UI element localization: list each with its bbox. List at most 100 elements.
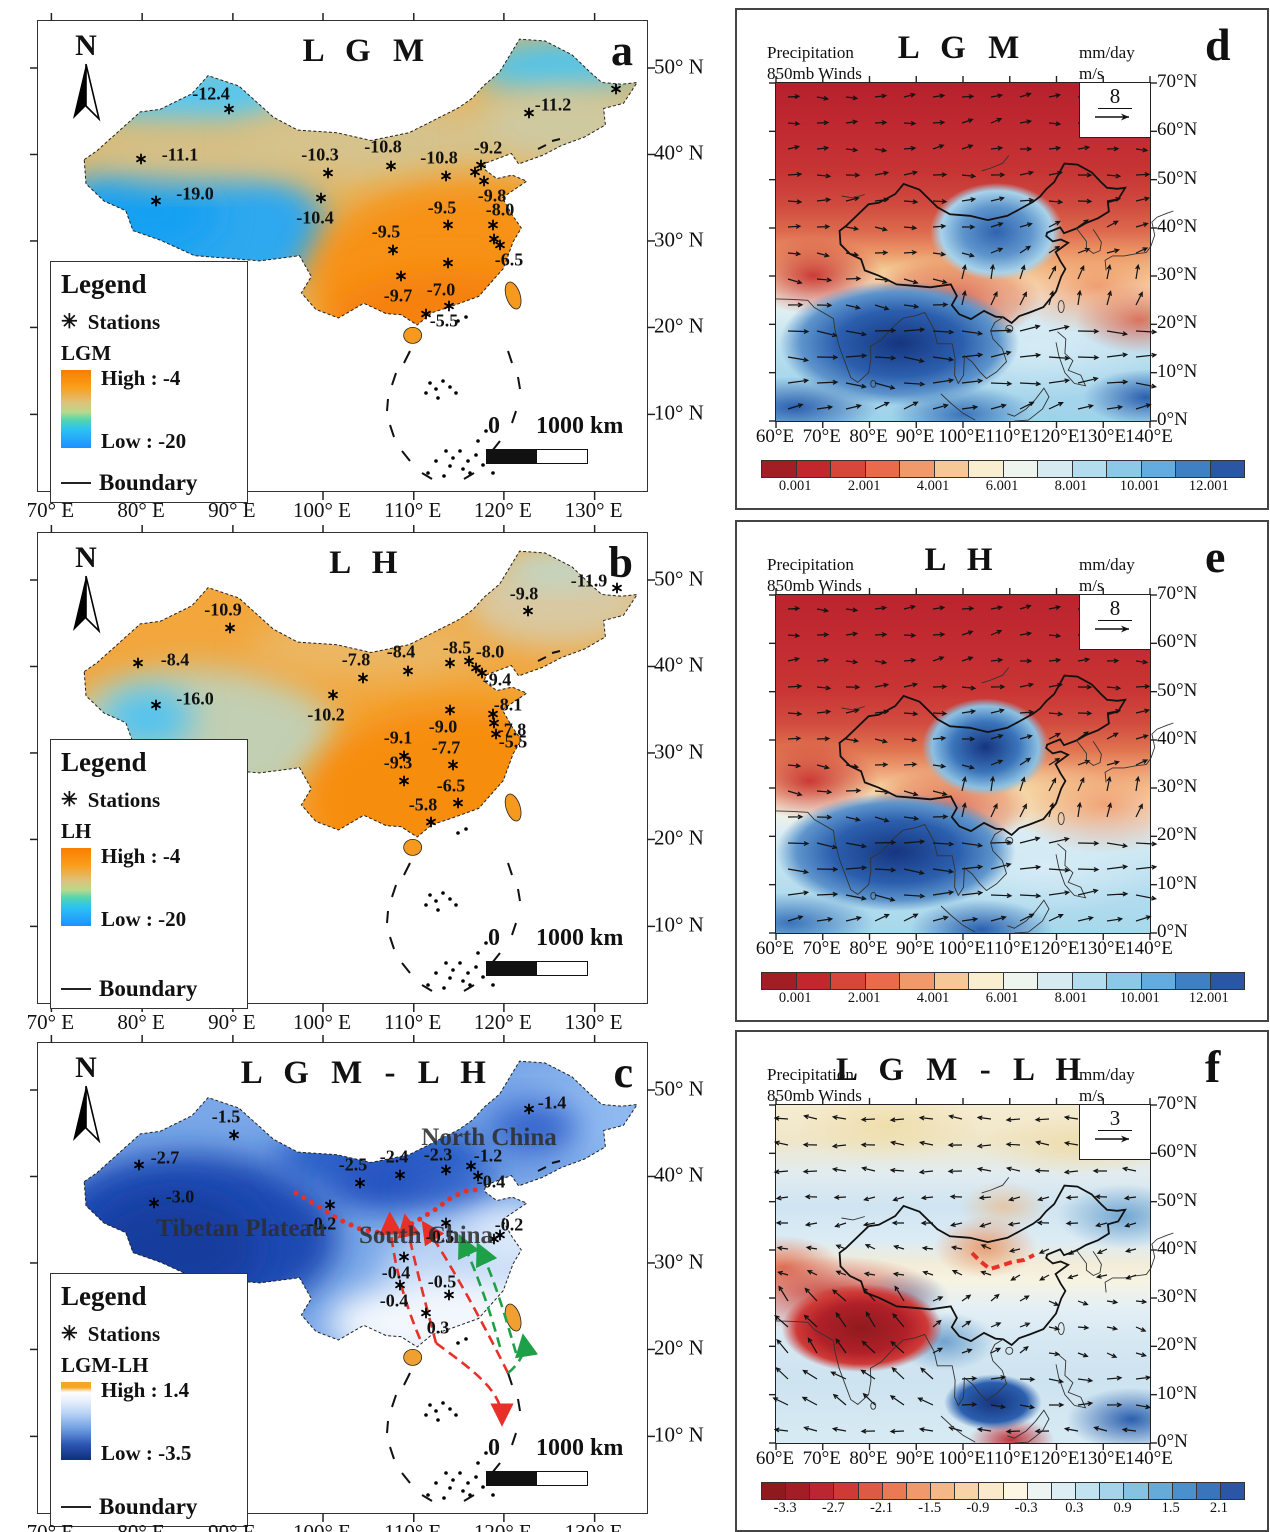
station-value: -10.9	[204, 599, 242, 620]
station-value: -8.0	[475, 641, 505, 662]
axis-tick-label: 10°N	[1157, 1382, 1198, 1404]
axis-tick-label: 140°E	[1125, 426, 1173, 447]
station-value: -2.3	[423, 1144, 453, 1165]
colorbar-segment	[833, 1483, 858, 1499]
axis-tick-label: 70°E	[802, 938, 841, 959]
reference-vector-value: 8	[1097, 84, 1133, 110]
colorbar-segment	[809, 1483, 834, 1499]
colorbar-tick-label: 12.001	[1188, 990, 1229, 1006]
colorbar-segment	[881, 1483, 906, 1499]
axis-tick-label: 120°E	[1031, 1448, 1080, 1469]
legend-boundary-row: Boundary	[61, 976, 239, 1002]
axis-tick-label: 60°E	[755, 426, 795, 447]
colorbar-labels-d: 0.001 2.001 4.001 6.001 8.001 10.001 12.001	[761, 478, 1243, 496]
station-value: -0.4	[476, 1171, 506, 1192]
axis-tick-label: 70°E	[802, 1448, 841, 1469]
station-value: -0.5	[427, 1271, 457, 1292]
station-value: -9.5	[371, 221, 401, 242]
scalebar-bar	[486, 1471, 588, 1486]
axis-tick-label: 50° N	[654, 566, 704, 591]
panel-f: Precipitation 850mb Winds L G M - L H mm/…	[735, 1030, 1269, 1532]
axis-tick-label: 110° E	[384, 1520, 442, 1532]
precip-winds-label: Precipitation 850mb Winds	[767, 555, 862, 596]
axis-tick-label: 30° N	[654, 227, 704, 252]
axis-tick-label: 70°N	[1157, 583, 1198, 604]
reference-vector-box: 8	[1079, 595, 1150, 650]
colorbar-segment	[930, 1483, 955, 1499]
colorbar-tick-label: 0.3	[1065, 1500, 1084, 1516]
ramp-high-label: High : -4	[101, 365, 181, 390]
axis-tick-label: 130° E	[564, 1520, 623, 1532]
axis-tick-label: 70° E	[26, 1520, 75, 1532]
wind-vectors	[787, 92, 1158, 410]
colorbar-tick-label: 10.001	[1119, 990, 1160, 1006]
scalebar-km: 1000 km	[536, 925, 624, 951]
north-label: N	[75, 1051, 97, 1084]
panel-letter: f	[1205, 1041, 1221, 1092]
colorbar-segment	[1002, 973, 1037, 989]
scalebar-bar	[486, 961, 588, 976]
axis-tick-label: 100°E	[938, 938, 986, 959]
axis-tick-label: 110° E	[384, 498, 442, 522]
station-value: -8.1	[493, 694, 523, 715]
colorbar-d	[761, 460, 1245, 478]
panel-title: L G M - L H	[240, 1055, 493, 1091]
legend-boundary-row: Boundary	[61, 1494, 239, 1520]
panel-letter: d	[1205, 19, 1231, 70]
axis-tick-label: 120° E	[473, 1520, 532, 1532]
panel-letter: e	[1205, 531, 1226, 582]
legend-ramp-wrap: High : -4 Low : -20	[61, 844, 239, 932]
legend-title: Legend	[61, 1281, 147, 1311]
colorbar-segment	[1075, 1483, 1100, 1499]
axis-tick-label: 30° N	[654, 1249, 704, 1274]
colorbar-segment	[1195, 1483, 1220, 1499]
colorbar-segment	[1071, 461, 1106, 477]
colorbar-tick-label: 0.9	[1113, 1500, 1132, 1516]
axis-tick-label: 50° N	[654, 54, 704, 79]
axis-tick-label: 10° N	[654, 912, 704, 937]
scalebar-zero: 0	[488, 925, 500, 951]
axis-tick-label: 70°N	[1157, 71, 1198, 92]
legend-ramp-wrap: High : 1.4 Low : -3.5	[61, 1378, 239, 1466]
axis-tick-label: 130° E	[564, 1010, 623, 1034]
panel-a: N L G M a -12.4 -11.1 -19.0 -10.3 -10.4 -10.8…	[27, 13, 730, 526]
colorbar-segment	[830, 461, 865, 477]
station-icon: ✳	[61, 789, 78, 812]
reference-vector-arrow	[1095, 625, 1129, 633]
station-value: 0.3	[426, 1317, 450, 1338]
legend-c: Legend ✳ Stations LGM-LH High : 1.4 Low …	[50, 1273, 248, 1527]
units-label: mm/day m/s	[1079, 1065, 1135, 1106]
units-label: mm/day m/s	[1079, 555, 1135, 596]
axis-tick-label: 50° N	[654, 1076, 704, 1101]
green-flow-arrow	[458, 1233, 502, 1348]
axis-tick-label: 60°E	[755, 938, 795, 959]
coast-wind-overlay	[769, 1098, 1174, 1450]
station-value: -8.0	[485, 199, 515, 220]
station-value: -9.4	[482, 669, 512, 690]
axis-tick-label: 20°N	[1157, 824, 1198, 846]
station-value: -10.8	[364, 136, 402, 157]
colorbar-segment	[1219, 1483, 1245, 1499]
ramp-low-label: Low : -20	[101, 906, 187, 931]
colorbar-segment	[933, 973, 968, 989]
axis-tick-label: 80°E	[849, 938, 888, 959]
red-flow-arrow	[421, 1220, 510, 1374]
colorbar-segment	[905, 1483, 931, 1499]
precip-field	[776, 83, 1150, 421]
axis-tick-label: 80°E	[849, 1448, 888, 1469]
axis-tick-label: 90°E	[896, 426, 935, 447]
reference-vector-box: 3	[1079, 1105, 1150, 1160]
axis-tick-label: 90° E	[208, 1520, 256, 1532]
map-frame-b: N L H b -10.9 -8.4 -16.0 -7.8 -8.4 -8.5 -8.0 -9…	[30, 525, 655, 1012]
panel-b: N L H b -10.9 -8.4 -16.0 -7.8 -8.4 -8.5 -8.0 -9…	[27, 525, 730, 1038]
colorbar-tick-label: -0.3	[1014, 1500, 1038, 1516]
axis-tick-label: 80° E	[117, 498, 165, 522]
colorbar-segment	[933, 461, 968, 477]
colorbar-segment	[1140, 461, 1175, 477]
plot-f: 3	[769, 1098, 1174, 1450]
map-frame-c: N L G M - L H c -1.5 -2.7 -3.0 -2.5 -2.4 -2.3…	[30, 1035, 655, 1527]
station-value: -10.3	[301, 144, 339, 165]
colorbar-tick-label: 6.001	[985, 478, 1019, 494]
colorbar-tick-label: 4.001	[916, 990, 950, 1006]
axis-tick-label: 120°E	[1031, 426, 1080, 447]
